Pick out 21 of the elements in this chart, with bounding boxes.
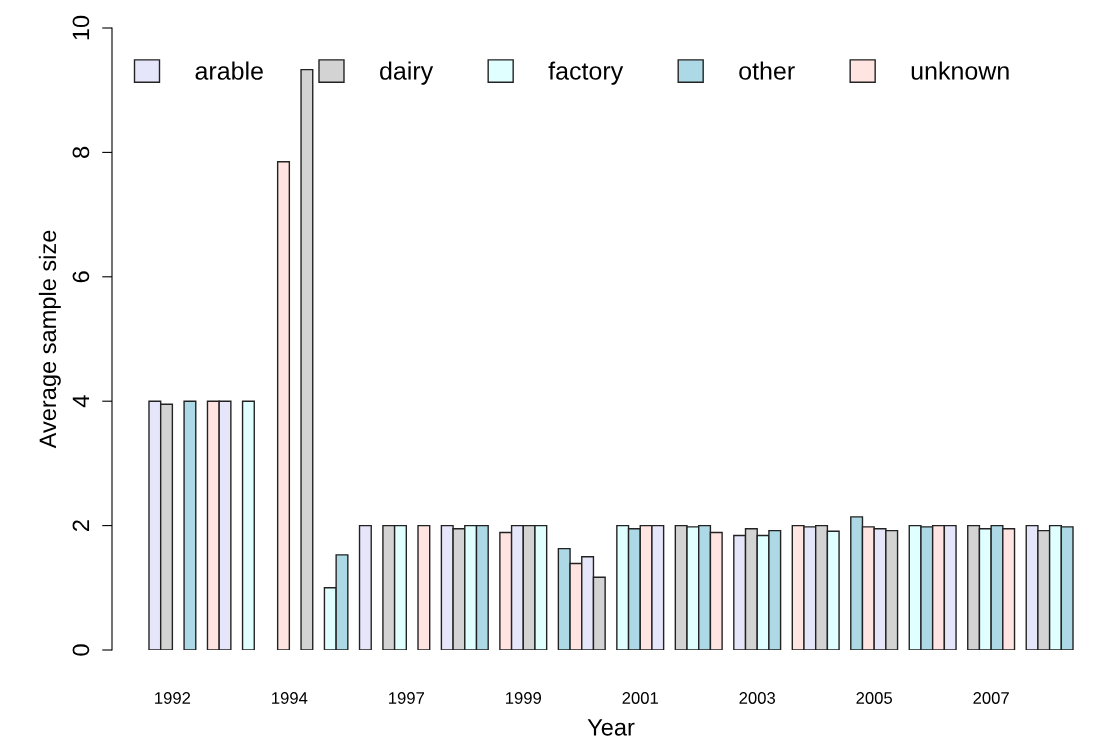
x-tick-label: 1999	[506, 692, 542, 704]
y-tick-label: 10	[72, 15, 90, 40]
y-tick-label: 8	[72, 146, 90, 158]
y-tick-label: 4	[72, 395, 90, 408]
y-tick-label: 6	[72, 271, 90, 283]
x-tick-label: 2003	[739, 692, 776, 704]
x-tick-label: 1992	[155, 692, 191, 704]
legend-label: unknown	[911, 61, 1009, 80]
x-tick-label: 2007	[973, 692, 1009, 704]
x-tick-label: 2001	[622, 692, 658, 704]
y-axis-title: Average sample size	[38, 230, 61, 449]
y-tick-label: 0	[72, 644, 90, 656]
legend-label: factory	[548, 61, 624, 85]
legend-label: other	[739, 61, 795, 80]
legend-label: dairy	[380, 61, 434, 85]
x-tick-label: 2005	[856, 692, 893, 704]
y-tick-label: 2	[72, 520, 90, 531]
x-tick-label: 1997	[389, 692, 425, 704]
legend-label: arable	[195, 61, 263, 80]
x-axis-title: Year	[587, 719, 635, 736]
x-tick-label: 1994	[272, 692, 308, 704]
